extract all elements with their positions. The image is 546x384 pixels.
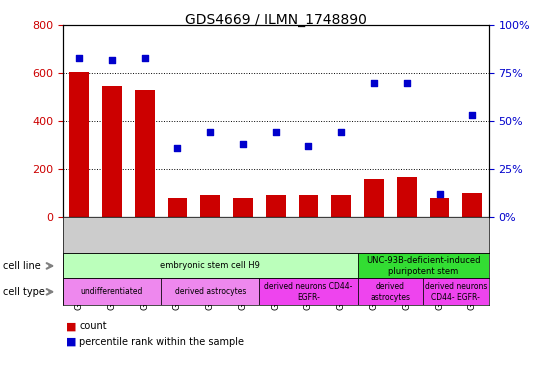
Text: derived neurons CD44-
EGFR-: derived neurons CD44- EGFR- bbox=[264, 282, 353, 301]
Text: embryonic stem cell H9: embryonic stem cell H9 bbox=[161, 262, 260, 270]
Bar bbox=[358, 278, 423, 305]
Bar bbox=[168, 198, 187, 217]
Bar bbox=[200, 195, 220, 217]
Bar bbox=[266, 195, 286, 217]
Text: derived neurons
CD44- EGFR-: derived neurons CD44- EGFR- bbox=[425, 282, 487, 301]
Text: UNC-93B-deficient-induced
pluripotent stem: UNC-93B-deficient-induced pluripotent st… bbox=[366, 256, 480, 276]
Point bbox=[468, 112, 477, 118]
Point bbox=[206, 129, 215, 136]
Text: count: count bbox=[79, 321, 107, 331]
Point bbox=[173, 145, 182, 151]
Text: derived
astrocytes: derived astrocytes bbox=[370, 282, 411, 301]
Bar bbox=[135, 90, 155, 217]
Text: GDS4669 / ILMN_1748890: GDS4669 / ILMN_1748890 bbox=[185, 13, 367, 27]
Bar bbox=[63, 253, 358, 278]
Point bbox=[271, 129, 280, 136]
Point bbox=[435, 191, 444, 197]
Bar bbox=[299, 195, 318, 217]
Point bbox=[337, 129, 346, 136]
Text: percentile rank within the sample: percentile rank within the sample bbox=[79, 337, 244, 347]
Bar bbox=[364, 179, 384, 217]
Point bbox=[370, 79, 378, 86]
Bar bbox=[63, 278, 161, 305]
Bar bbox=[462, 193, 482, 217]
Point bbox=[75, 55, 84, 61]
Point bbox=[304, 143, 313, 149]
Bar bbox=[331, 195, 351, 217]
Bar bbox=[161, 278, 259, 305]
Bar bbox=[69, 72, 89, 217]
Text: undifferentiated: undifferentiated bbox=[81, 287, 143, 296]
Text: cell type: cell type bbox=[3, 287, 45, 297]
Text: ■: ■ bbox=[66, 337, 76, 347]
Bar bbox=[423, 278, 489, 305]
Bar bbox=[259, 278, 358, 305]
Bar bbox=[233, 198, 253, 217]
Text: cell line: cell line bbox=[3, 261, 40, 271]
Bar bbox=[102, 86, 122, 217]
Point bbox=[402, 79, 411, 86]
Bar bbox=[430, 198, 449, 217]
Point bbox=[140, 55, 149, 61]
Point bbox=[239, 141, 247, 147]
Point bbox=[108, 56, 116, 63]
Bar bbox=[397, 177, 417, 217]
Text: derived astrocytes: derived astrocytes bbox=[175, 287, 246, 296]
Text: ■: ■ bbox=[66, 321, 76, 331]
Bar bbox=[358, 253, 489, 278]
